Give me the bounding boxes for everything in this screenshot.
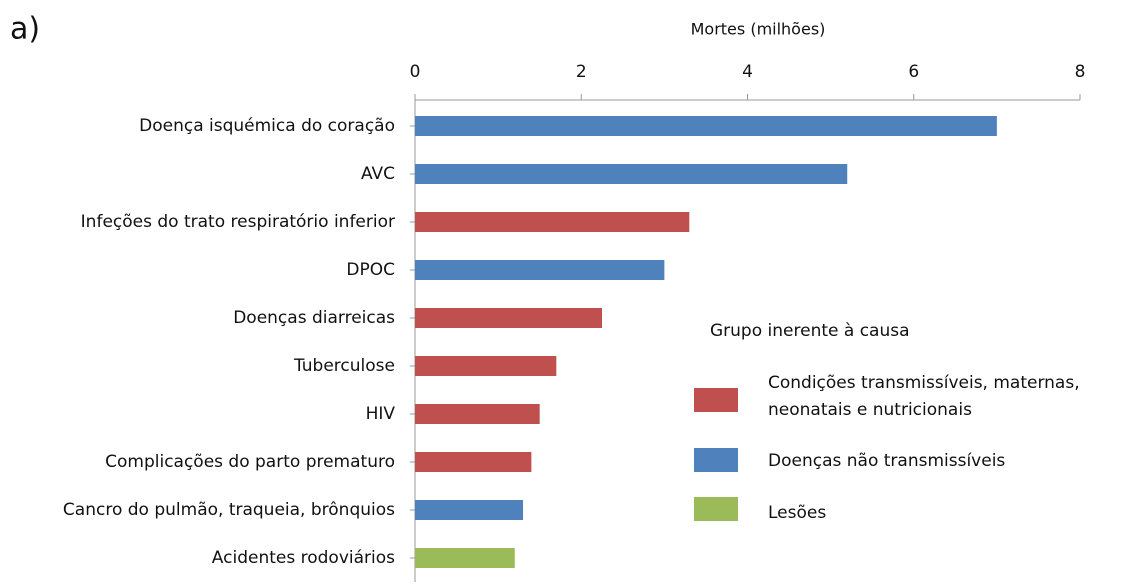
x-tick-label: 0: [410, 62, 421, 82]
x-tick-label: 6: [908, 62, 919, 82]
y-tick-label: Infeções do trato respiratório inferior: [81, 212, 395, 232]
bar: [415, 404, 540, 424]
bar: [415, 260, 665, 280]
legend-label: Lesões: [768, 503, 827, 523]
x-tick-label: 8: [1075, 62, 1086, 82]
legend-swatch: [694, 388, 738, 412]
legend-title: Grupo inerente à causa: [710, 321, 910, 341]
y-tick-label: Doença isquémica do coração: [139, 116, 395, 136]
y-tick-label: AVC: [361, 164, 395, 184]
bar: [415, 356, 557, 376]
y-tick-label: Cancro do pulmão, traqueia, brônquios: [63, 500, 395, 520]
y-tick-label: DPOC: [346, 260, 395, 280]
bar: [415, 212, 690, 232]
bar: [415, 308, 603, 328]
bar: [415, 164, 848, 184]
y-tick-label: Tuberculose: [293, 356, 395, 376]
bar: [415, 452, 532, 472]
legend-swatch: [694, 497, 738, 521]
panel-label: a): [10, 12, 40, 47]
legend-swatch: [694, 448, 738, 472]
y-tick-label: Acidentes rodoviários: [212, 548, 395, 568]
legend-label: Doenças não transmissíveis: [768, 451, 1006, 471]
bar: [415, 548, 515, 568]
y-tick-label: Complicações do parto prematuro: [105, 452, 395, 472]
x-tick-label: 4: [742, 62, 753, 82]
x-axis-title: Mortes (milhões): [691, 20, 826, 39]
y-tick-label: HIV: [366, 404, 396, 424]
legend-label: Condições transmissíveis, maternas, neon…: [768, 373, 1080, 420]
bar: [415, 116, 997, 136]
bar: [415, 500, 524, 520]
x-tick-label: 2: [576, 62, 587, 82]
y-tick-label: Doenças diarreicas: [233, 308, 395, 328]
